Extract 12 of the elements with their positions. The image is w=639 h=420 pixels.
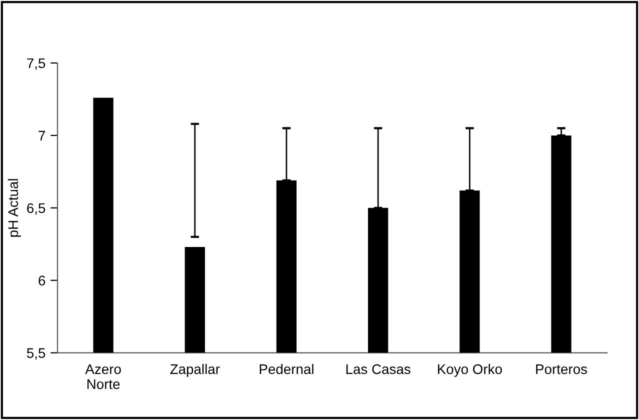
x-tick-label: Azero Norte [85, 364, 121, 390]
x-tick-label: Koyo Orko [438, 364, 502, 377]
x-tick-label: Pedernal [260, 364, 314, 374]
x-tick-label: Las Casas [346, 364, 410, 374]
y-tick-label: 6,5 [27, 203, 46, 215]
y-tick-label: 5,5 [26, 348, 46, 360]
x-tick-label: Zapallar [170, 364, 220, 377]
y-tick-label: 7,5 [27, 58, 46, 70]
y-axis-title: pH Actual [8, 179, 21, 237]
x-tick-label: Porteros [536, 364, 587, 374]
y-tick-label: 7 [38, 130, 46, 140]
y-tick-label: 6 [38, 276, 46, 286]
